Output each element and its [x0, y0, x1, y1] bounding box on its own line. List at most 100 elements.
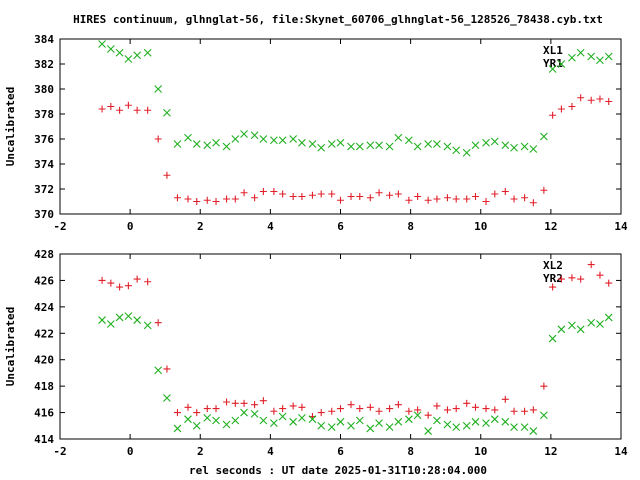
data-point [604, 313, 613, 322]
data-point [443, 142, 452, 151]
data-point [490, 415, 499, 424]
data-point [133, 316, 142, 324]
data-point [98, 40, 106, 48]
data-point [240, 408, 248, 417]
data-point [549, 111, 557, 119]
data-point [433, 195, 441, 203]
data-point [576, 325, 585, 334]
data-point [184, 415, 192, 424]
data-point [240, 399, 248, 407]
y-tick-label: 428 [34, 248, 54, 261]
x-tick-label: 12 [544, 445, 557, 458]
data-point [144, 278, 152, 286]
data-point [355, 416, 364, 425]
data-point [259, 397, 267, 405]
y-tick-label: 414 [34, 433, 54, 446]
series-YR1 [98, 94, 613, 207]
data-point [240, 189, 248, 197]
data-point [173, 424, 182, 433]
y-tick-label: 376 [34, 133, 54, 146]
data-point [539, 132, 548, 141]
data-point [115, 313, 124, 322]
data-point [154, 135, 162, 143]
data-point [143, 48, 152, 57]
data-point [375, 189, 383, 197]
data-point [462, 148, 471, 157]
data-point [501, 141, 510, 150]
legend-label: XL2 [543, 259, 563, 272]
data-point [491, 406, 499, 414]
data-point [529, 145, 538, 153]
data-point [501, 395, 509, 403]
data-point [212, 138, 220, 147]
data-point [443, 406, 451, 414]
data-point [106, 45, 115, 53]
data-point [576, 48, 585, 57]
data-point [133, 275, 141, 283]
data-point [347, 142, 355, 151]
data-point [154, 85, 163, 93]
data-point [510, 143, 518, 152]
data-point [596, 95, 604, 103]
data-point [529, 427, 538, 435]
y-tick-label: 416 [34, 407, 54, 420]
panel-1: -2 0 2 4 6 8 10 12 14 370 372 374 376 378 380 382 384 Unc… [4, 33, 628, 233]
data-point [98, 316, 106, 324]
data-point [163, 108, 171, 117]
data-point [385, 423, 394, 431]
data-point [424, 411, 432, 419]
data-point [203, 405, 211, 413]
data-point [154, 319, 162, 327]
data-point [184, 195, 192, 203]
y-tick-label: 426 [34, 274, 54, 287]
data-point [222, 142, 231, 151]
data-point [605, 279, 613, 287]
data-point [222, 420, 231, 429]
data-point [298, 413, 306, 422]
data-point [568, 274, 576, 282]
data-point [471, 141, 480, 150]
data-point [278, 136, 287, 145]
data-point [173, 194, 181, 202]
data-point [308, 415, 317, 424]
data-point [212, 416, 220, 425]
data-point [336, 138, 345, 147]
data-point [452, 405, 460, 413]
data-point [133, 106, 141, 114]
data-point [568, 53, 576, 62]
data-point [356, 405, 364, 413]
data-point [259, 188, 267, 195]
data-point [124, 282, 132, 290]
data-point [471, 403, 479, 411]
data-point [557, 325, 566, 334]
data-point [394, 190, 402, 198]
data-point [163, 171, 171, 179]
plot-panels: -2 0 2 4 6 8 10 12 14 370 372 374 376 378 380 382 384 Unc… [4, 33, 628, 458]
series-YR2 [98, 312, 613, 435]
data-point [462, 421, 471, 430]
data-point [366, 141, 375, 150]
y-tick-label: 372 [34, 183, 54, 196]
data-point [184, 403, 192, 411]
data-point [289, 193, 297, 200]
data-point [568, 321, 576, 330]
data-point [336, 417, 345, 426]
panel-2: -2 0 2 4 6 8 10 12 14 414 416 418 420 422 424 426 428 Unc… [4, 248, 628, 458]
data-point [414, 193, 422, 200]
data-point [355, 142, 364, 151]
data-point [443, 420, 452, 429]
x-tick-label: 4 [267, 220, 274, 233]
x-tick-label: 2 [197, 445, 204, 458]
data-point [501, 417, 510, 426]
data-point [482, 138, 490, 147]
x-tick-label: 0 [127, 220, 134, 233]
data-point [557, 60, 566, 68]
y-tick-label: 370 [34, 208, 54, 221]
data-point [193, 409, 201, 417]
data-point [231, 195, 239, 203]
data-point [375, 141, 383, 150]
data-point [240, 130, 248, 138]
data-point [269, 136, 278, 145]
y-tick-label: 420 [34, 354, 54, 367]
data-point [124, 101, 132, 109]
